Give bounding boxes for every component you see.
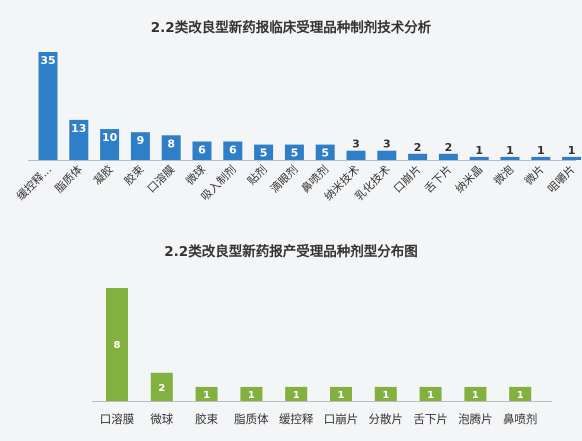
chart-dosage-form-distribution: 2.2类改良型新药报产受理品种剂型分布图 8 2 1 1 1 1 1 1 1 1 口溶膜 微球 胶束 脂…	[92, 243, 552, 426]
bar-0	[106, 288, 128, 401]
bar-1	[150, 372, 173, 402]
bar-value-label: 3	[383, 138, 391, 151]
bar-16	[531, 156, 551, 160]
bar-value-label: 1	[203, 390, 210, 401]
bar-value-label: 2	[445, 141, 453, 154]
bar-15	[500, 156, 520, 160]
bar-3	[130, 132, 150, 160]
bar-value-label: 1	[517, 390, 524, 401]
bar-6	[374, 386, 397, 401]
x-tick-label: 口溶膜	[100, 412, 135, 426]
x-tick-label: 胶束	[195, 412, 218, 426]
bar-value-label: 5	[260, 146, 268, 159]
bar-value-label: 10	[102, 131, 118, 144]
bar-value-label: 3	[352, 138, 360, 151]
x-axis-labels: 口溶膜 微球 胶束 脂质体 缓控释 口崩片 分散片 舌下片 泡腾片 鼻喷剂	[100, 412, 538, 426]
bar-9	[509, 386, 532, 401]
bar-value-label: 5	[291, 146, 299, 159]
bar-value-label: 1	[338, 390, 345, 401]
bar-3	[240, 386, 263, 401]
bar-value-label: 5	[321, 146, 329, 159]
bar-4	[161, 135, 181, 160]
bar-2	[100, 129, 120, 160]
bar-5	[330, 386, 352, 401]
bar-value-label: 35	[40, 54, 55, 67]
bar-9	[315, 144, 335, 160]
x-tick-label: 舌下片	[413, 412, 448, 426]
bar-value-label: 1	[427, 390, 434, 401]
x-tick-label: 微球	[150, 412, 173, 426]
bar-series: 8 2 1 1 1 1 1 1 1 1	[106, 288, 532, 402]
bar-14	[469, 156, 489, 160]
bar-1	[69, 119, 89, 160]
bar-10	[346, 150, 366, 160]
bar-2	[195, 386, 218, 401]
x-tick-label: 口崩片	[324, 412, 359, 426]
bar-value-label: 6	[229, 144, 237, 157]
x-tick-label: 泡腾片	[458, 412, 493, 426]
x-tick-label: 脂质体	[234, 412, 269, 426]
bar-12	[408, 153, 428, 160]
bar-0	[38, 52, 58, 160]
bar-value-label: 1	[568, 144, 576, 157]
bar-value-label: 1	[506, 144, 514, 157]
bar-value-label: 6	[198, 144, 206, 157]
bar-6	[223, 141, 243, 160]
bar-7	[254, 144, 274, 160]
bar-17	[562, 156, 582, 160]
bar-8	[464, 386, 487, 401]
bar-value-label: 8	[114, 340, 121, 351]
bar-value-label: 1	[475, 144, 483, 157]
bar-4	[285, 386, 308, 401]
bar-8	[284, 144, 304, 160]
bar-value-label: 1	[293, 390, 300, 401]
bar-13	[438, 153, 458, 160]
bar-value-label: 1	[472, 390, 479, 401]
chart-title: 2.2类改良型新药报临床受理品种制剂技术分析	[151, 19, 432, 36]
bar-value-label: 8	[167, 137, 175, 150]
bar-11	[377, 150, 397, 160]
bar-value-label: 1	[248, 390, 255, 401]
x-tick-label: 鼻喷剂	[503, 412, 538, 426]
bar-7	[419, 386, 442, 401]
x-tick-label: 分散片	[369, 412, 404, 426]
bar-value-label: 2	[414, 141, 422, 154]
bar-value-label: 13	[71, 122, 86, 135]
bar-value-label: 2	[158, 383, 165, 394]
bar-value-label: 1	[537, 144, 545, 157]
bar-value-label: 9	[137, 134, 145, 147]
bar-5	[192, 141, 212, 160]
x-tick-label: 缓控释	[279, 412, 314, 426]
bar-series: 35 13 10 9 8 6 6 5 5 5 3 3 2 2 1 1 1 1	[38, 52, 582, 160]
chart-title: 2.2类改良型新药报产受理品种剂型分布图	[164, 243, 417, 260]
bar-value-label: 1	[382, 390, 389, 401]
